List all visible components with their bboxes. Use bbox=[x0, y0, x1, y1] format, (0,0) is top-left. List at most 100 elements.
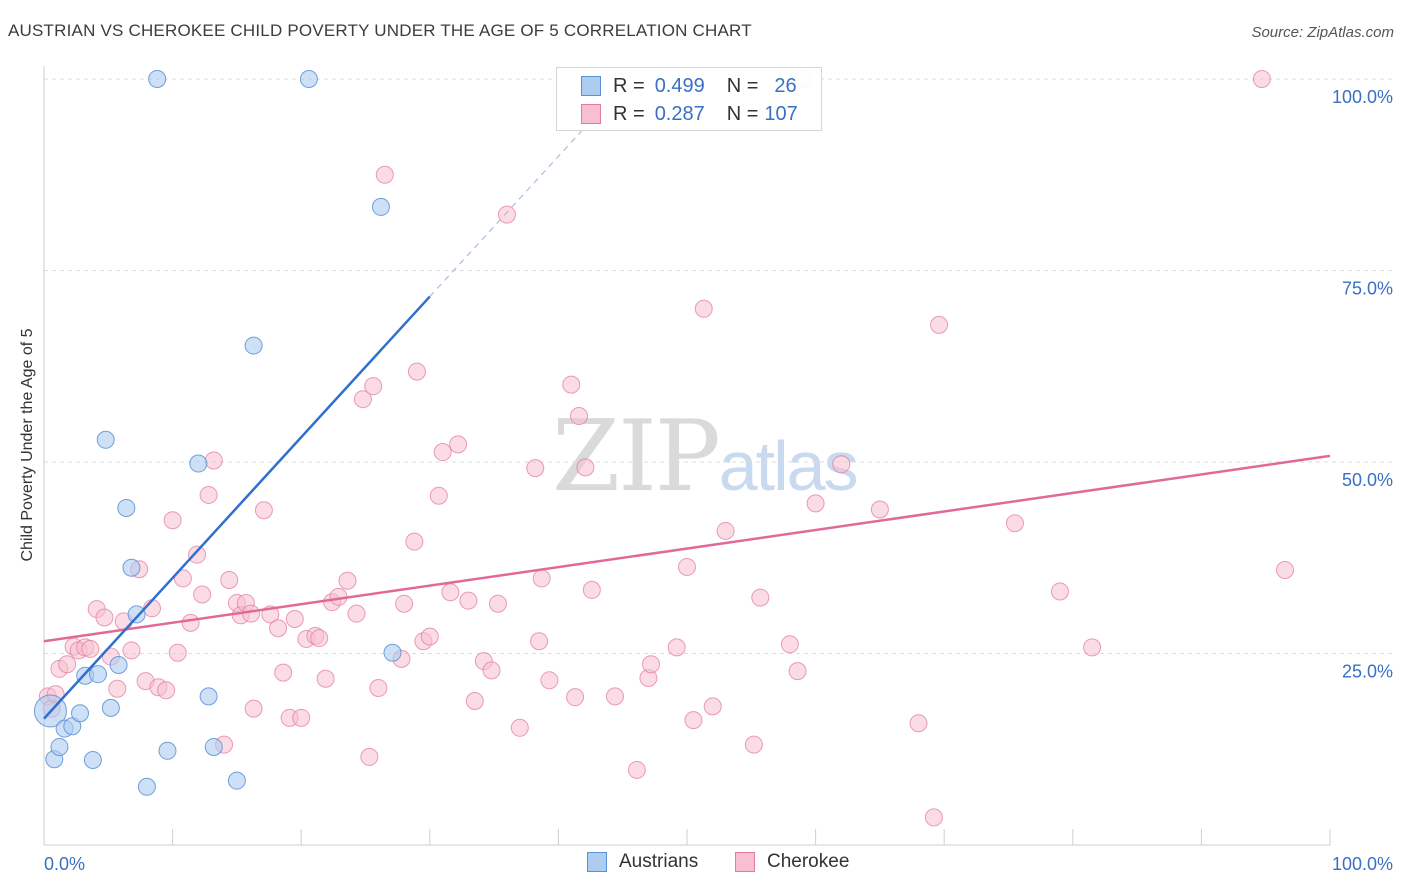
cherokee-point bbox=[694, 299, 713, 318]
austrians-point bbox=[122, 558, 141, 577]
cherokee-point bbox=[510, 718, 529, 737]
cherokee-point bbox=[395, 594, 414, 613]
cherokee-point bbox=[870, 500, 889, 519]
legend-item-cherokee: Cherokee bbox=[735, 851, 849, 873]
cherokee-point bbox=[173, 569, 192, 588]
y-tick-label: 25.0% bbox=[1342, 662, 1393, 682]
cherokee-legend-label: Cherokee bbox=[767, 851, 850, 872]
cherokee-point bbox=[627, 760, 646, 779]
cherokee-point bbox=[274, 663, 293, 682]
chart-title: AUSTRIAN VS CHEROKEE CHILD POVERTY UNDER… bbox=[8, 21, 752, 40]
austrians-trend-extension bbox=[429, 113, 598, 297]
cherokee-point bbox=[716, 521, 735, 540]
cherokee-point bbox=[449, 435, 468, 454]
cherokee-point bbox=[641, 655, 660, 674]
cherokee-point bbox=[703, 697, 722, 716]
austrians-point bbox=[199, 687, 218, 706]
cherokee-point bbox=[254, 501, 273, 520]
austrians-legend-swatch bbox=[587, 852, 607, 872]
cherokee-point bbox=[678, 557, 696, 576]
austrians-point bbox=[371, 197, 390, 216]
cherokee-point bbox=[459, 591, 478, 610]
cherokee-point bbox=[562, 375, 581, 394]
austrians-point bbox=[189, 454, 208, 473]
legend-r-label: R = bbox=[613, 102, 645, 125]
cherokee-point bbox=[780, 635, 799, 654]
cherokee-point bbox=[497, 205, 516, 224]
austrians-point bbox=[101, 698, 120, 717]
austrians-point bbox=[299, 70, 318, 88]
cherokee-point bbox=[199, 485, 218, 504]
cherokee-point bbox=[285, 610, 304, 629]
cherokee-point bbox=[540, 671, 559, 690]
cherokee-point bbox=[181, 613, 200, 632]
austrians-point bbox=[227, 771, 246, 790]
cherokee-point bbox=[465, 691, 484, 710]
source-label: Source: ZipAtlas.com bbox=[1251, 24, 1394, 41]
cherokee-point bbox=[269, 619, 288, 638]
austrians-trend-line bbox=[43, 295, 431, 720]
cherokee-point bbox=[244, 699, 263, 718]
cherokee-point bbox=[482, 661, 501, 680]
legend-n-label: N = bbox=[726, 102, 759, 125]
cherokee-point bbox=[347, 604, 366, 623]
cherokee-point bbox=[353, 390, 372, 409]
cherokee-point bbox=[684, 711, 703, 730]
cherokee-point bbox=[582, 580, 601, 599]
cherokee-point bbox=[81, 639, 100, 658]
cherokee-point bbox=[360, 747, 379, 766]
x-tick-label: 100.0% bbox=[1332, 854, 1393, 874]
cherokee-point bbox=[832, 455, 851, 474]
cherokee-point bbox=[930, 315, 949, 334]
cherokee-point bbox=[441, 583, 460, 602]
cherokee-point bbox=[1050, 582, 1069, 601]
austrians-legend-label: Austrians bbox=[619, 851, 699, 872]
cherokee-point bbox=[407, 362, 426, 381]
legend-n-value: 107 bbox=[764, 102, 798, 125]
austrians-point bbox=[117, 498, 136, 517]
legend-r-value: 0.499 bbox=[654, 74, 705, 97]
austrians-point bbox=[50, 737, 69, 756]
austrians-point bbox=[109, 655, 128, 674]
austrians-point bbox=[96, 430, 115, 449]
cherokee-point bbox=[488, 594, 507, 613]
cherokee-point bbox=[157, 681, 176, 700]
cherokee-point bbox=[433, 443, 452, 462]
cherokee-point bbox=[532, 569, 551, 588]
y-axis-label-wrap: Child Poverty Under the Age of 5 bbox=[18, 280, 38, 610]
legend-row-cherokee: R = 0.287 N = 107 bbox=[581, 101, 798, 127]
cherokee-point bbox=[744, 735, 763, 754]
y-tick-label: 75.0% bbox=[1342, 279, 1393, 299]
cherokee-point bbox=[429, 486, 448, 505]
austrians-point bbox=[137, 777, 156, 796]
x-tick-label: 0.0% bbox=[44, 854, 85, 874]
austrians-point bbox=[244, 336, 263, 355]
y-axis-label: Child Poverty Under the Age of 5 bbox=[19, 328, 36, 562]
cherokee-point bbox=[530, 632, 549, 651]
cherokee-point bbox=[122, 641, 141, 660]
cherokee-point bbox=[1005, 514, 1024, 533]
cherokee-point bbox=[667, 638, 686, 657]
cherokee-legend-swatch bbox=[735, 852, 755, 872]
correlation-legend: R = 0.499 N = 26 R = 0.287 N = 107 bbox=[556, 67, 822, 131]
cherokee-point bbox=[193, 585, 212, 604]
cherokee-point bbox=[310, 629, 329, 648]
cherokee-point bbox=[751, 588, 770, 607]
cherokee-point bbox=[292, 708, 311, 727]
cherokee-point bbox=[569, 407, 588, 426]
austrians-swatch bbox=[581, 76, 601, 96]
legend-r-value: 0.287 bbox=[654, 102, 705, 125]
cherokee-point bbox=[58, 655, 77, 674]
cherokee-point bbox=[405, 532, 424, 551]
cherokee-trend-line bbox=[43, 454, 1331, 643]
y-tick-label: 50.0% bbox=[1342, 470, 1393, 490]
cherokee-point bbox=[924, 808, 943, 827]
legend-item-austrians: Austrians bbox=[587, 851, 698, 873]
cherokee-point bbox=[369, 678, 388, 697]
cherokee-point bbox=[375, 165, 394, 184]
cherokee-point bbox=[316, 669, 335, 688]
cherokee-point bbox=[806, 494, 825, 513]
legend-n-value: 26 bbox=[774, 74, 797, 97]
austrians-point bbox=[383, 643, 402, 662]
